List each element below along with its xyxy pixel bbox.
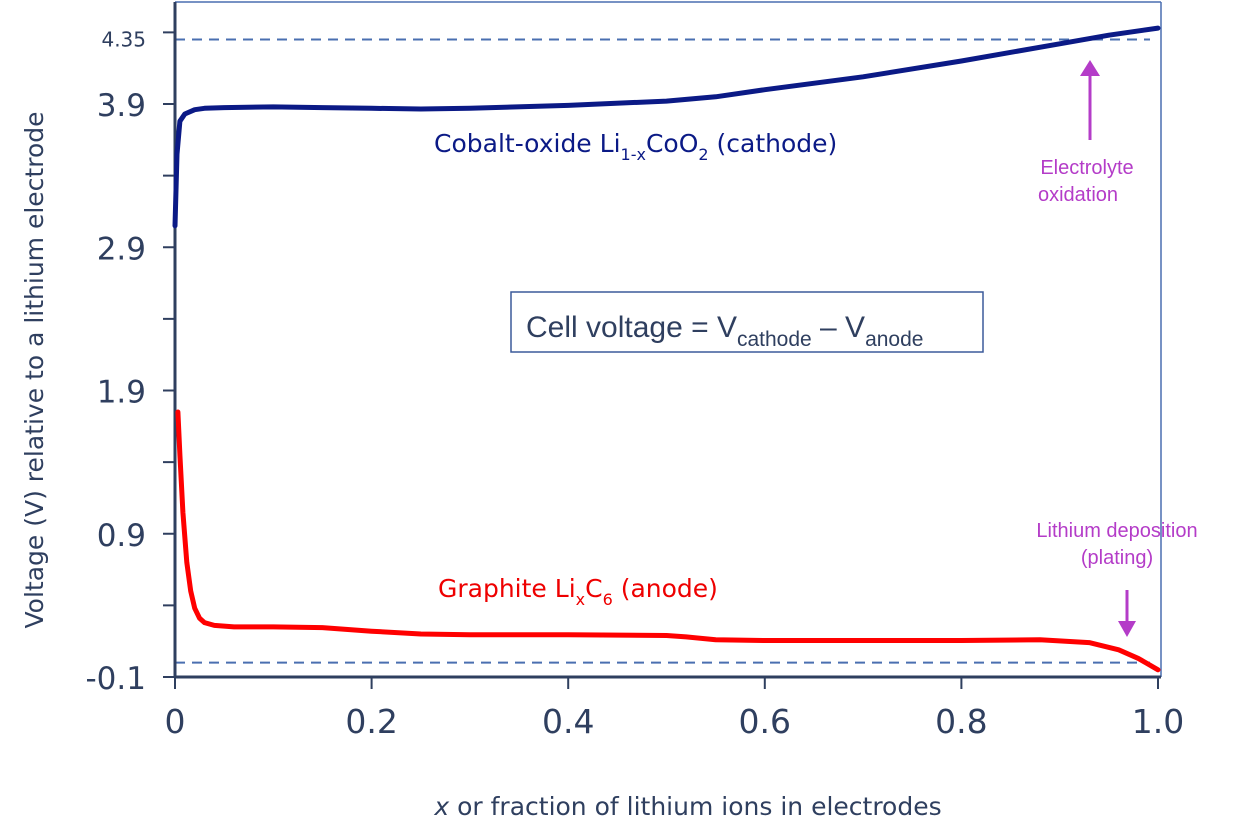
electrolyte-arrow-head bbox=[1080, 60, 1100, 76]
annotation-plating: Lithium deposition (plating) bbox=[1036, 520, 1197, 569]
series-line-anode bbox=[175, 409, 1161, 673]
x-axis-title: x or fraction of lithium ions in electro… bbox=[433, 792, 941, 821]
x-tick-label: 0 bbox=[165, 702, 186, 741]
annotation-electrolyte: Electrolyte oxidation bbox=[1038, 157, 1134, 206]
x-tick-label: 0.6 bbox=[739, 702, 791, 741]
y-tick-label: 1.9 bbox=[97, 375, 146, 411]
equation-text: Cell voltage = Vcathode – Vanode bbox=[526, 311, 923, 351]
y-tick-label: 2.9 bbox=[97, 231, 146, 267]
x-tick-label: 0.2 bbox=[345, 702, 397, 741]
x-tick-label: 0.4 bbox=[542, 702, 594, 741]
y-tick-label: 3.9 bbox=[97, 88, 146, 124]
equation-box bbox=[510, 291, 984, 353]
series-line-cathode bbox=[172, 25, 1161, 229]
x-ticks: 0 0.2 0.4 0.6 0.8 1.0 bbox=[165, 677, 1184, 741]
y-ticks: -0.1 0.9 1.9 2.9 3.9 bbox=[86, 31, 175, 697]
x-tick-label: 0.8 bbox=[935, 702, 987, 741]
plating-arrow-head bbox=[1118, 621, 1136, 637]
y-tick-label: 0.9 bbox=[97, 518, 146, 554]
reference-line-label: 4.35 bbox=[101, 28, 146, 52]
series-label-anode: Graphite LixC6 (anode) bbox=[438, 574, 718, 609]
series-label-cathode: Cobalt-oxide Li1-xCoO2 (cathode) bbox=[434, 129, 837, 164]
x-tick-label: 1.0 bbox=[1132, 702, 1184, 741]
y-tick-label: -0.1 bbox=[86, 661, 147, 697]
y-axis-title: Voltage (V) relative to a lithium electr… bbox=[20, 112, 49, 629]
